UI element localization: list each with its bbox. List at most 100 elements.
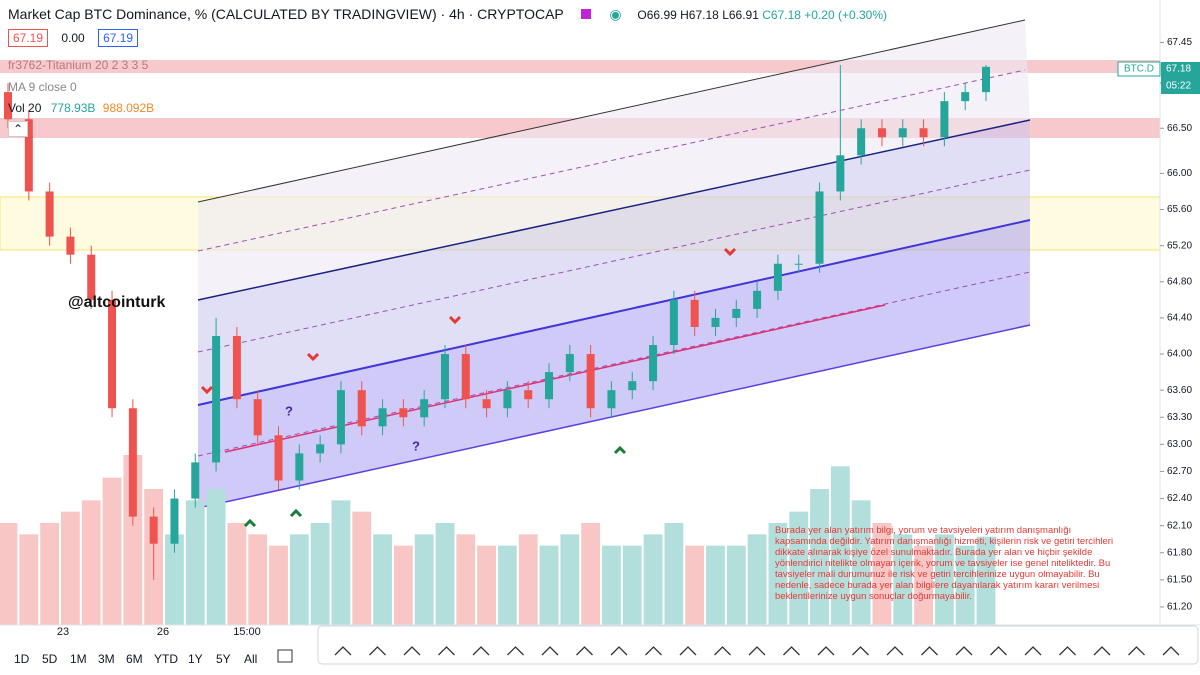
- signals: [200, 247, 737, 528]
- symbol-title: Market Cap BTC Dominance, % (CALCULATED …: [8, 6, 437, 22]
- volume-bar: [498, 545, 517, 625]
- spread: 0.00: [61, 31, 85, 45]
- tool-icon[interactable]: [990, 646, 1007, 656]
- candle-body: [399, 408, 408, 418]
- buy-signal: [243, 518, 257, 528]
- channel-line: [197, 219, 1031, 406]
- volume-bar: [955, 545, 975, 625]
- volume-bar: [768, 523, 788, 625]
- time-label: 23: [57, 626, 69, 638]
- range-button[interactable]: 5D: [42, 652, 58, 666]
- tool-icon[interactable]: [1128, 646, 1145, 656]
- tool-icon[interactable]: [852, 646, 869, 656]
- candle-body: [212, 335, 221, 463]
- tool-icon[interactable]: [921, 646, 938, 656]
- candle-body: [45, 191, 54, 237]
- tool-icon[interactable]: [334, 646, 352, 656]
- range-button[interactable]: 1D: [14, 652, 30, 666]
- price-axis: 67.4567.0066.5066.0065.6065.2064.8064.40…: [1160, 37, 1192, 613]
- price-label: 62.40: [1167, 493, 1192, 504]
- candle-body: [628, 381, 637, 391]
- price-label: 64.00: [1167, 349, 1192, 360]
- price-label: 64.80: [1167, 276, 1192, 287]
- range-button[interactable]: All: [244, 652, 258, 666]
- tool-icon[interactable]: [645, 646, 662, 656]
- range-button[interactable]: YTD: [154, 652, 178, 666]
- candle-body: [24, 119, 33, 192]
- tool-icon[interactable]: [748, 646, 766, 656]
- channel-line: [197, 19, 1026, 203]
- price-label: 61.50: [1167, 574, 1192, 585]
- symbol-tag: [1117, 61, 1161, 77]
- volume-bar: [352, 511, 372, 625]
- channel-line: [197, 324, 1031, 509]
- mid-line: [197, 69, 1026, 252]
- candle-body: [690, 299, 699, 327]
- volume: [0, 455, 996, 625]
- flag[interactable]: [581, 9, 592, 19]
- volume-bar: [726, 545, 746, 625]
- date-range-icon[interactable]: [277, 649, 293, 663]
- candle-body: [545, 372, 554, 400]
- volume-bar: [706, 545, 725, 625]
- candle-body: [711, 317, 720, 327]
- high: H67.18: [680, 8, 719, 22]
- volume-bar: [414, 534, 434, 625]
- volume-bar: [747, 534, 767, 625]
- range-button[interactable]: 1Y: [188, 652, 203, 666]
- tool-icon[interactable]: [886, 646, 904, 656]
- tool-icon[interactable]: [817, 646, 835, 656]
- tool-icon[interactable]: [507, 646, 524, 656]
- candle-body: [794, 263, 803, 265]
- range-button[interactable]: 6M: [126, 652, 143, 666]
- low: L66.91: [722, 8, 759, 22]
- candle-body: [565, 354, 574, 373]
- range-button[interactable]: 1M: [70, 652, 87, 666]
- tool-icon[interactable]: [1093, 646, 1111, 656]
- volume-bar: [289, 534, 309, 625]
- tool-icon[interactable]: [1024, 646, 1042, 656]
- candle-body: [607, 390, 616, 409]
- tool-icon[interactable]: [438, 646, 455, 656]
- tool-icon[interactable]: [679, 646, 697, 656]
- candle-body: [919, 128, 928, 138]
- tool-icon[interactable]: [783, 646, 800, 656]
- candle-body: [378, 408, 387, 427]
- candle-body: [982, 66, 990, 93]
- ask[interactable]: 67.19: [98, 29, 139, 47]
- volume-bar: [393, 545, 413, 625]
- price-label: 67.45: [1167, 37, 1192, 48]
- bid[interactable]: 67.19: [8, 29, 49, 47]
- tool-icon[interactable]: [1162, 646, 1180, 656]
- interval[interactable]: 4h: [449, 6, 465, 22]
- tool-icon[interactable]: [541, 646, 559, 656]
- tool-icon[interactable]: [714, 646, 731, 656]
- tool-icon[interactable]: [610, 646, 628, 656]
- volume-bar: [248, 534, 268, 625]
- range-button[interactable]: 5Y: [216, 652, 231, 666]
- tool-icon[interactable]: [403, 646, 421, 656]
- candle-body: [316, 444, 325, 454]
- volume-bar: [373, 534, 392, 625]
- volume-bar: [560, 534, 580, 625]
- volume-bar: [810, 489, 829, 625]
- volume-bar: [81, 500, 101, 625]
- volume-bar: [830, 466, 850, 625]
- disclaimer: Burada yer alan yatırım bilgi, yorum ve …: [775, 525, 1114, 602]
- tool-icon[interactable]: [576, 646, 593, 656]
- collapse-button[interactable]: ⌃: [8, 121, 29, 137]
- tool-icon[interactable]: [1059, 646, 1076, 656]
- range-button[interactable]: 3M: [98, 652, 115, 666]
- tool-icon[interactable]: [955, 646, 973, 656]
- volume-bar: [851, 500, 871, 625]
- volume-bar: [914, 545, 933, 625]
- tool-icon[interactable]: [472, 646, 490, 656]
- volume-bar: [435, 523, 455, 625]
- indicator: Vol 20 778.93B 988.092B: [8, 101, 154, 115]
- price-label: 65.60: [1167, 204, 1192, 215]
- volume-bar: [934, 534, 954, 625]
- tool-icon[interactable]: [369, 646, 386, 656]
- candle-body: [87, 254, 96, 300]
- price-label: 63.00: [1167, 439, 1192, 450]
